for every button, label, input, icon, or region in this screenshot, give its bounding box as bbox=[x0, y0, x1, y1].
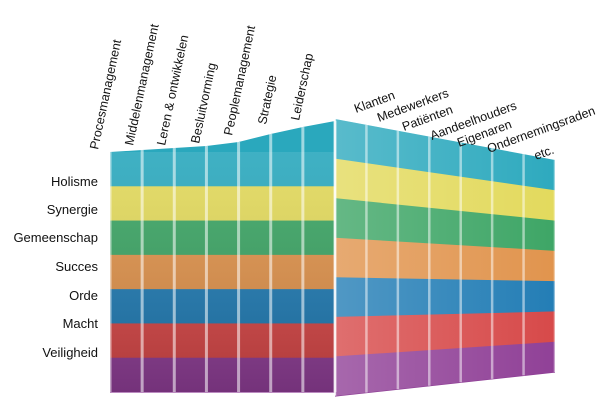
front-label-procesmanagement: Procesmanagement bbox=[87, 38, 124, 151]
front-face bbox=[110, 121, 335, 393]
front-label-peoplemanagement: Peoplemanagement bbox=[221, 24, 258, 137]
side-label-etc: etc. bbox=[532, 143, 556, 163]
front-label-leren-ontwikkelen: Leren & ontwikkelen bbox=[154, 34, 191, 147]
front-shading bbox=[110, 152, 335, 392]
side-face bbox=[335, 119, 555, 397]
level-label-synergie: Synergie bbox=[47, 202, 98, 217]
front-top-edge bbox=[110, 121, 335, 152]
side-shading bbox=[335, 119, 555, 396]
level-label-veiligheid: Veiligheid bbox=[42, 345, 98, 360]
level-label-macht: Macht bbox=[63, 316, 99, 331]
front-label-leiderschap: Leiderschap bbox=[288, 52, 316, 122]
front-label-strategie: Strategie bbox=[255, 74, 279, 126]
level-label-orde: Orde bbox=[69, 288, 98, 303]
level-label-holisme: Holisme bbox=[51, 174, 98, 189]
front-column-labels: Procesmanagement Middelenmanagement Lere… bbox=[87, 22, 316, 150]
level-labels: Holisme Synergie Gemeenschap Succes Orde… bbox=[13, 174, 98, 360]
front-label-middelenmanagement: Middelenmanagement bbox=[122, 22, 162, 146]
side-column-dividers bbox=[333, 119, 557, 396]
level-label-succes: Succes bbox=[55, 259, 98, 274]
front-label-besluitvorming: Besluitvorming bbox=[188, 61, 219, 144]
level-label-gemeenschap: Gemeenschap bbox=[13, 230, 98, 245]
